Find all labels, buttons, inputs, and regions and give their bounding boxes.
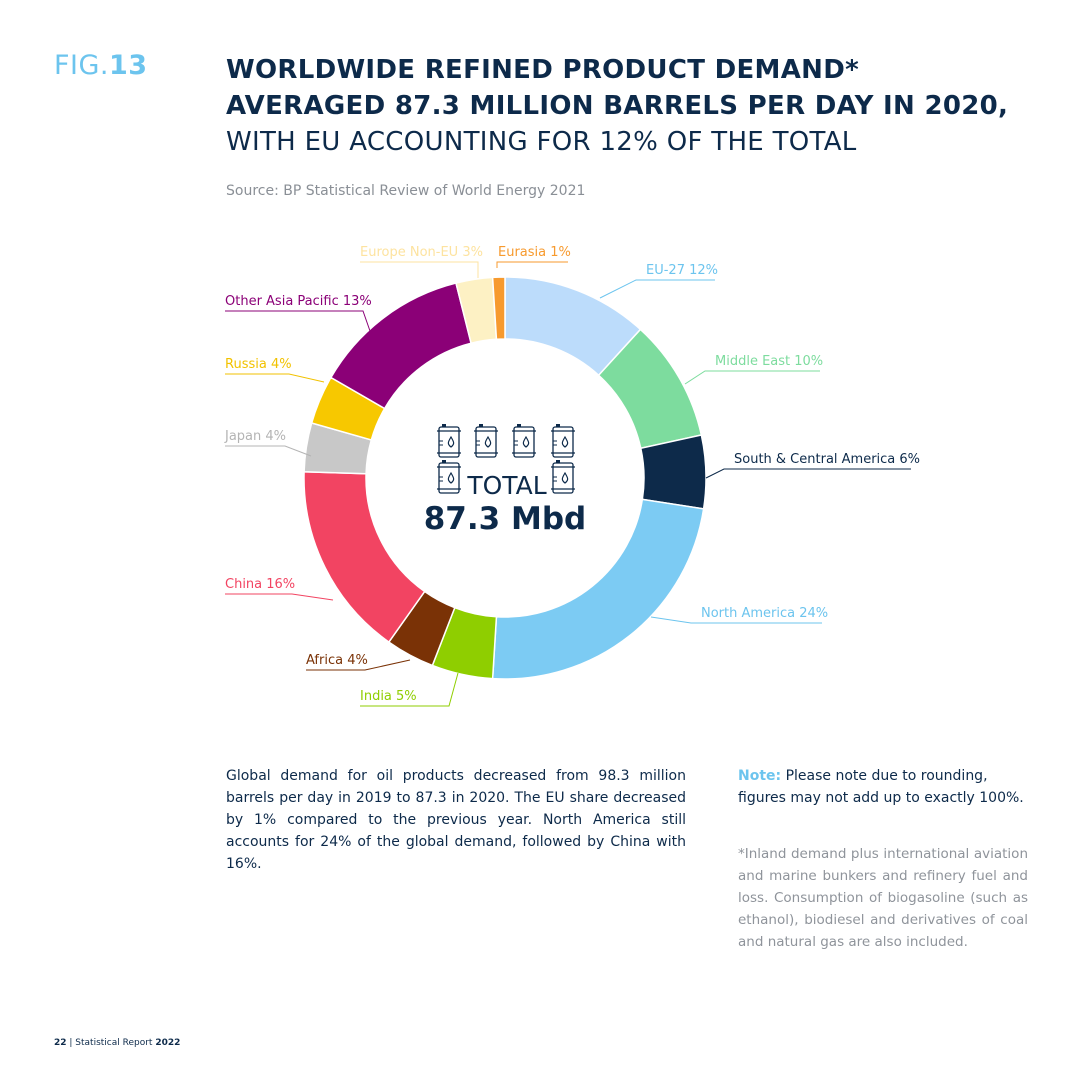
page-number: 22 [54,1038,67,1048]
oil-barrel-icon [437,424,461,458]
title-bold: WORLDWIDE REFINED PRODUCT DEMAND* AVERAG… [226,55,1009,121]
page-footer: 22 | Statistical Report 2022 [54,1038,180,1048]
leader-europe-non-eu [360,261,479,278]
oil-barrel-icon [512,424,536,458]
title-light: WITH EU ACCOUNTING FOR 12% OF THE TOTAL [226,127,857,157]
leader-north-america [650,616,822,624]
donut-chart: EU-27 12% Middle East 10% South & Central … [224,245,920,707]
note-text: Please note due to rounding, figures may… [738,768,1024,806]
slice-north-america [491,498,705,680]
rounding-note: Note: Please note due to rounding, figur… [738,765,1028,809]
leader-africa [306,659,411,671]
footer-year: 2022 [155,1038,181,1048]
label-europe-non-eu: Europe Non-EU 3% [360,245,483,260]
leader-south-central-america [705,468,911,479]
slice-south-central-america [639,434,707,510]
leader-eu-27 [599,279,715,299]
slice-labels: EU-27 12% Middle East 10% South & Central … [224,245,920,704]
center-label: TOTAL [466,471,546,500]
leader-india [360,672,459,707]
slice-eurasia [491,276,506,341]
donut-slices [303,276,707,680]
chart-title: WORLDWIDE REFINED PRODUCT DEMAND* AVERAG… [226,52,1026,160]
center-value: 87.3 Mbd [424,501,587,537]
leader-russia [225,373,325,383]
label-south-central-america: South & Central America 6% [734,452,920,467]
label-russia: Russia 4% [225,357,292,372]
oil-barrel-icon [437,460,461,494]
label-north-america: North America 24% [701,606,828,621]
footnote: *Inland demand plus international aviati… [738,846,1028,950]
figure-number: FIG.13 [54,50,148,81]
fig-number-value: 13 [109,50,148,81]
fig-prefix: FIG. [54,50,109,81]
leader-japan [225,445,312,457]
oil-barrel-icon [551,424,575,458]
oil-barrel-icon [474,424,498,458]
oil-barrel-icon [551,460,575,494]
summary-paragraph: Global demand for oil products decreased… [226,768,686,872]
label-china: China 16% [225,577,295,592]
footer-title: Statistical Report [75,1038,156,1048]
label-middle-east: Middle East 10% [715,354,823,369]
leader-other-asia-pacific [225,310,371,332]
slice-china [303,471,426,644]
leader-eurasia [496,261,568,268]
label-japan: Japan 4% [224,429,286,444]
label-africa: Africa 4% [306,653,368,668]
label-eu-27: EU-27 12% [646,263,718,278]
leader-china [225,593,334,601]
leader-lines [225,261,911,707]
label-eurasia: Eurasia 1% [498,245,571,260]
footer-separator: | [66,1038,76,1048]
barrel-icons [437,424,575,494]
source-note: Source: BP Statistical Review of World E… [226,183,586,199]
label-india: India 5% [360,689,417,704]
leader-middle-east [684,370,820,385]
note-label: Note: [738,768,782,784]
label-other-asia-pacific: Other Asia Pacific 13% [225,294,372,309]
